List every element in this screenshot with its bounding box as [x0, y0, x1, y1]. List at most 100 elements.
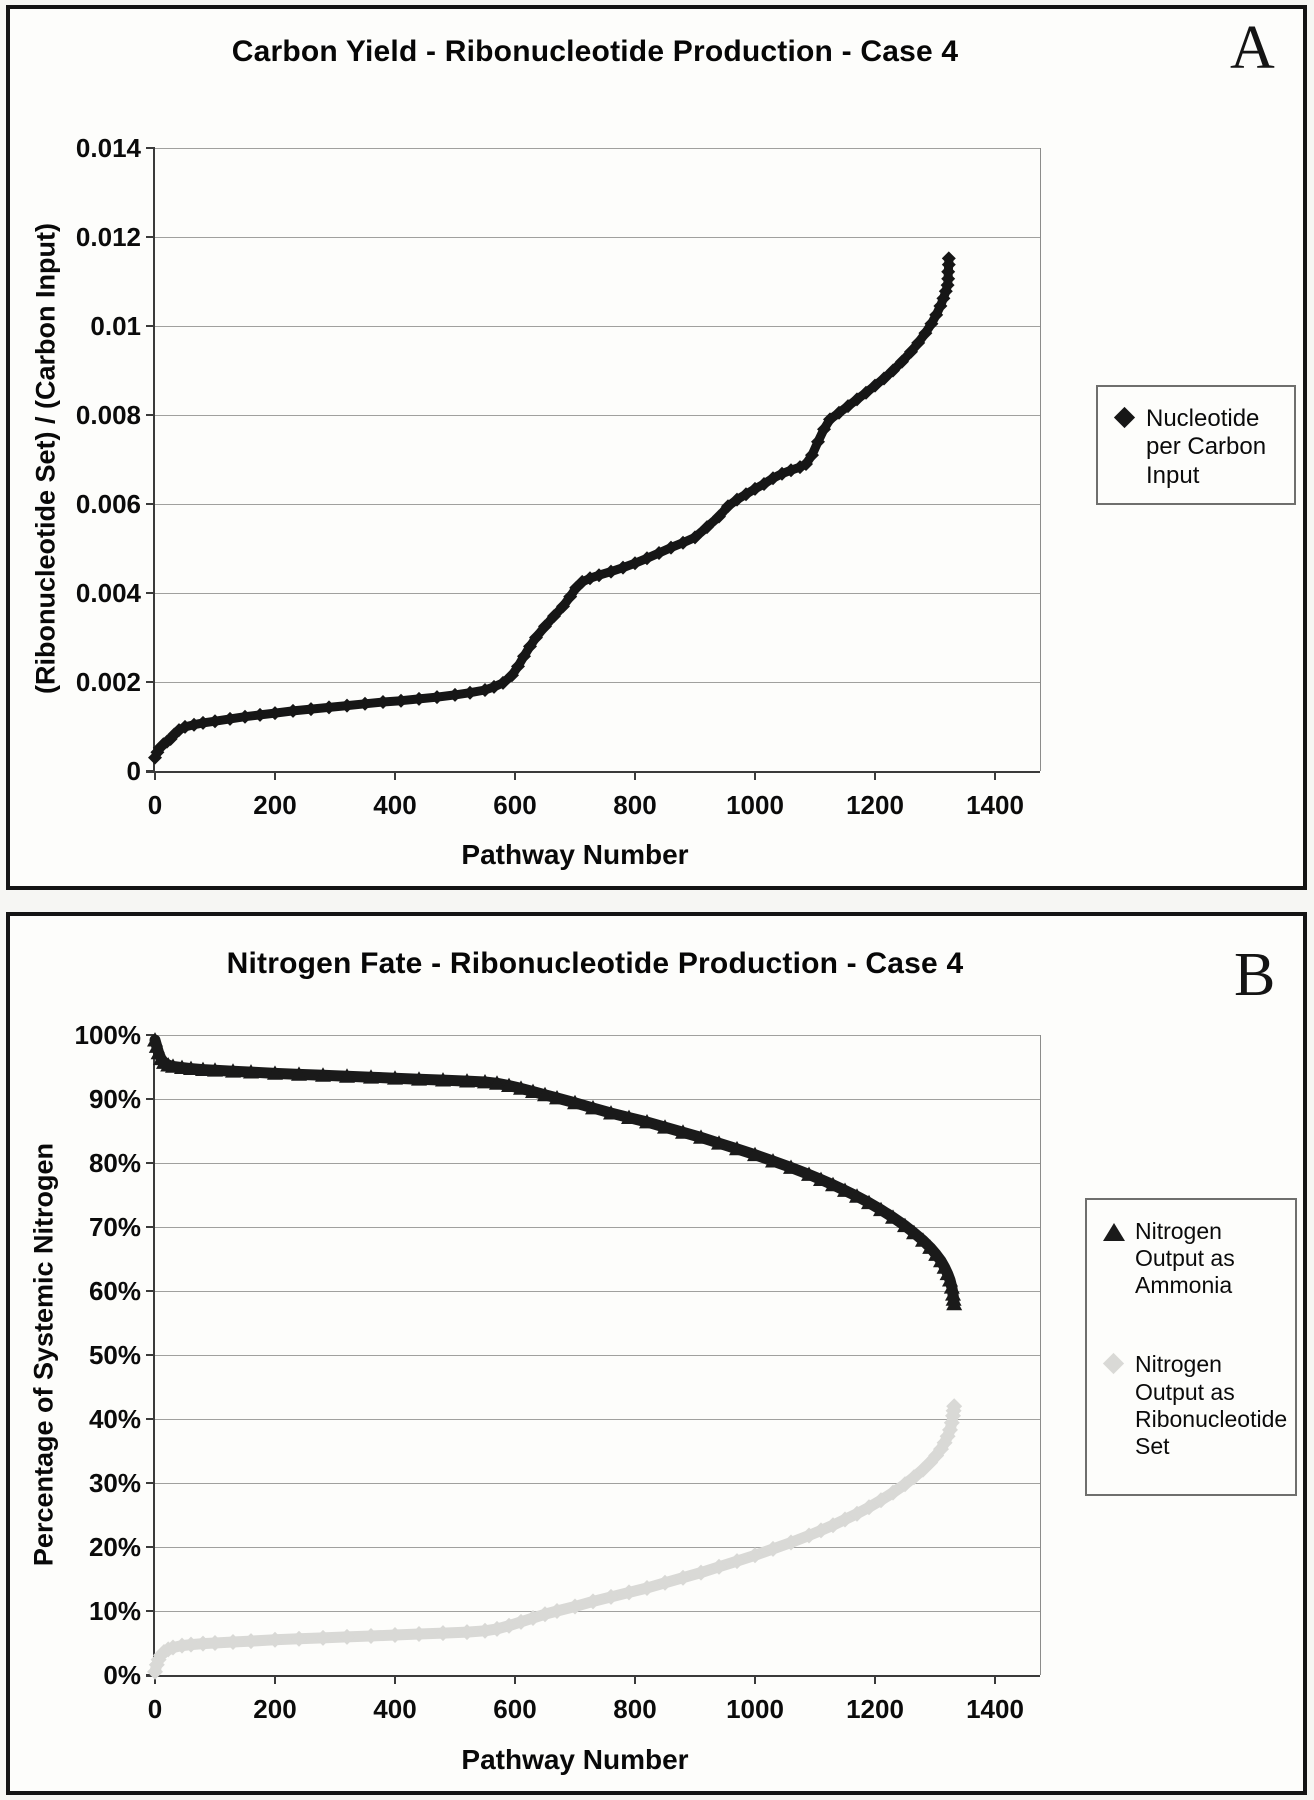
gridline-0.012: [155, 237, 1040, 238]
y-tick-mark: [146, 1482, 155, 1484]
y-tick-label: 60%: [88, 1276, 141, 1306]
x-tick-label: 1200: [846, 790, 904, 820]
y-tick-label: 10%: [88, 1596, 141, 1626]
gridline-90%: [155, 1099, 1040, 1100]
gridline-100%: [155, 1035, 1040, 1036]
gridline-0.006: [155, 504, 1040, 505]
x-tick-mark: [274, 771, 276, 780]
x-tick-mark: [274, 1675, 276, 1684]
y-axis-line: [153, 1035, 155, 1677]
y-tick-label: 0: [126, 756, 141, 786]
legend-label: Nitrogen Output as Ribonucleotide Set: [1135, 1351, 1288, 1459]
gridline-40%: [155, 1419, 1040, 1420]
series-markers-nucleotide-per-carbon-input: [148, 251, 956, 765]
plot-right-border: [1040, 1035, 1041, 1675]
y-tick-label: 0.006: [75, 489, 141, 519]
diamond-marker-icon: [1113, 405, 1146, 429]
x-tick-label: 600: [493, 790, 537, 820]
plot-right-border: [1040, 148, 1041, 771]
y-tick-mark: [146, 1354, 155, 1356]
y-tick-mark: [146, 1226, 155, 1228]
chart-b-legend: Nitrogen Output as Ammonia Nitrogen Outp…: [1085, 1198, 1297, 1496]
y-tick-label: 0.002: [75, 667, 141, 697]
x-tick-label: 200: [253, 1694, 297, 1724]
y-tick-label: 30%: [88, 1468, 141, 1498]
gridline-60%: [155, 1291, 1040, 1292]
y-tick-mark: [146, 1610, 155, 1612]
x-tick-mark: [874, 771, 876, 780]
series-layer-carbon: [148, 251, 956, 765]
x-tick-label: 1000: [726, 1694, 784, 1724]
y-tick-mark: [146, 1098, 155, 1100]
black-triangle-icon: [1103, 1223, 1125, 1241]
y-tick-mark: [146, 1290, 155, 1292]
panel-a-carbon-yield-chart: Carbon Yield - Ribonucleotide Production…: [6, 5, 1307, 890]
y-tick-label: 80%: [88, 1148, 141, 1178]
gridline-0.014: [155, 148, 1040, 149]
chart-a-legend: Nucleotide per Carbon Input: [1096, 385, 1296, 505]
x-axis-line: [146, 1675, 1040, 1677]
y-tick-mark: [146, 1418, 155, 1420]
gray-diamond-icon: [1102, 1353, 1125, 1375]
chart-a-y-axis-title: (Ribonucleotide Set) / (Carbon Input): [30, 223, 61, 694]
y-tick-mark: [146, 236, 155, 238]
x-tick-label: 800: [613, 1694, 657, 1724]
x-tick-mark: [634, 771, 636, 780]
x-tick-label: 400: [373, 1694, 417, 1724]
panel-a-letter: A: [1230, 14, 1275, 82]
x-tick-label: 1400: [966, 790, 1024, 820]
x-tick-mark: [994, 1675, 996, 1684]
panel-b-nitrogen-fate-chart: Nitrogen Fate - Ribonucleotide Productio…: [6, 912, 1307, 1795]
y-tick-mark: [146, 325, 155, 327]
x-tick-mark: [754, 1675, 756, 1684]
chart-a-title: Carbon Yield - Ribonucleotide Production…: [231, 35, 959, 68]
legend-label: Nucleotide per Carbon Input: [1146, 405, 1267, 489]
y-tick-mark: [146, 592, 155, 594]
x-tick-label: 200: [253, 790, 297, 820]
series-markers-nitrogen-output-as-ribonucleotide-set: [147, 1398, 963, 1680]
x-tick-mark: [994, 771, 996, 780]
y-tick-label: 0.01: [90, 311, 141, 341]
x-tick-mark: [154, 771, 156, 780]
x-tick-label: 0: [147, 790, 163, 820]
y-tick-label: 0.004: [75, 578, 141, 608]
legend-label: Nitrogen Output as Ammonia: [1135, 1218, 1235, 1299]
y-tick-mark: [146, 681, 155, 683]
y-tick-mark: [146, 1162, 155, 1164]
chart-a-plot-area: 0 0.002 0.004 0.006 0.008 0.01 0.012 0.014 0 200 4…: [10, 9, 1303, 886]
y-tick-label: 0.014: [75, 133, 141, 163]
y-tick-label: 100%: [74, 1020, 142, 1050]
chart-a-x-axis-title: Pathway Number: [461, 839, 689, 870]
x-tick-mark: [514, 771, 516, 780]
legend-entry-nucleotide-per-carbon-input: Nucleotide per Carbon Input: [1113, 405, 1284, 490]
y-tick-mark: [146, 414, 155, 416]
y-tick-label: 40%: [88, 1404, 141, 1434]
x-tick-label: 800: [613, 790, 657, 820]
gridline-0.01: [155, 326, 1040, 327]
y-tick-mark: [146, 1034, 155, 1036]
y-tick-label: 0.008: [75, 400, 141, 430]
diamond-marker-icon: [1102, 1351, 1135, 1375]
gridline-0.008: [155, 415, 1040, 416]
gridline-0.002: [155, 682, 1040, 683]
panel-b-letter: B: [1234, 941, 1276, 1009]
x-tick-mark: [874, 1675, 876, 1684]
x-tick-label: 1000: [726, 790, 784, 820]
y-tick-label: 90%: [88, 1084, 141, 1114]
legend-entry-nitrogen-output-as-ammonia: Nitrogen Output as Ammonia: [1103, 1218, 1285, 1299]
gridline-10%: [155, 1611, 1040, 1612]
y-tick-label: 50%: [88, 1340, 141, 1370]
x-tick-label: 1200: [846, 1694, 904, 1724]
y-tick-label: 20%: [88, 1532, 141, 1562]
x-axis-line: [146, 771, 1040, 773]
gridline-80%: [155, 1163, 1040, 1164]
gridline-0.004: [155, 593, 1040, 594]
y-tick-mark: [146, 147, 155, 149]
chart-b-y-axis-title: Percentage of Systemic Nitrogen: [28, 1142, 59, 1567]
gridline-50%: [155, 1355, 1040, 1356]
y-tick-label: 0.012: [75, 222, 141, 252]
x-tick-mark: [514, 1675, 516, 1684]
x-tick-mark: [394, 771, 396, 780]
series-layer-nitrogen: [147, 1032, 963, 1680]
y-tick-label: 70%: [88, 1212, 141, 1242]
